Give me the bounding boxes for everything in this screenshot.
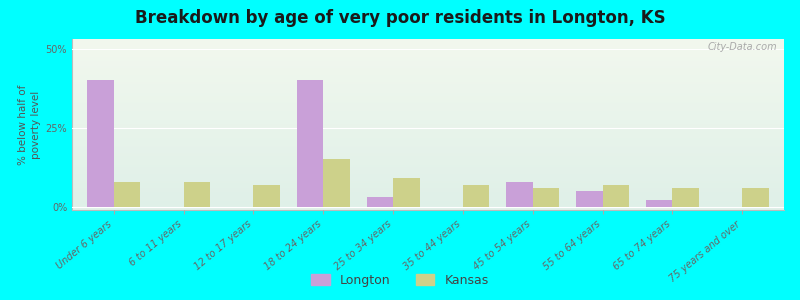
Bar: [672, 188, 699, 207]
Bar: [114, 182, 141, 207]
Bar: [87, 80, 114, 207]
Y-axis label: % below half of
poverty level: % below half of poverty level: [18, 84, 42, 165]
Bar: [184, 182, 210, 207]
Bar: [254, 185, 280, 207]
Bar: [297, 80, 323, 207]
Text: City-Data.com: City-Data.com: [707, 42, 777, 52]
Bar: [576, 191, 602, 207]
Bar: [506, 182, 533, 207]
Bar: [393, 178, 420, 207]
Bar: [646, 200, 672, 207]
Bar: [463, 185, 490, 207]
Legend: Longton, Kansas: Longton, Kansas: [307, 270, 493, 291]
Bar: [323, 159, 350, 207]
Bar: [742, 188, 769, 207]
Bar: [533, 188, 559, 207]
Bar: [366, 197, 393, 207]
Text: Breakdown by age of very poor residents in Longton, KS: Breakdown by age of very poor residents …: [134, 9, 666, 27]
Bar: [602, 185, 629, 207]
